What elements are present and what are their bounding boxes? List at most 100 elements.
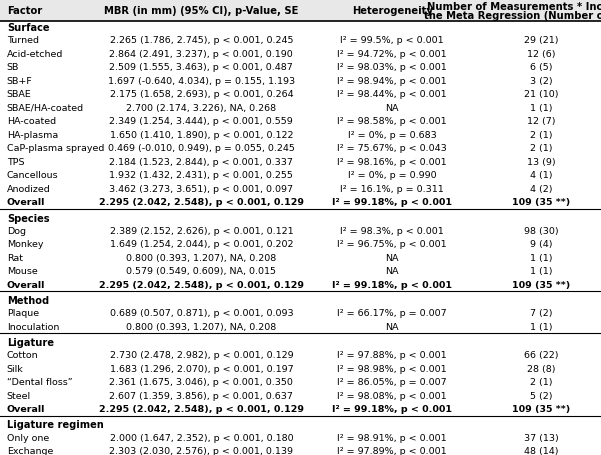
Text: 2.730 (2.478, 2.982), p < 0.001, 0.129: 2.730 (2.478, 2.982), p < 0.001, 0.129 bbox=[109, 350, 293, 359]
Text: Inoculation: Inoculation bbox=[7, 322, 59, 331]
Bar bbox=[0, 0, 601, 22]
Text: 2.184 (1.523, 2.844), p < 0.001, 0.337: 2.184 (1.523, 2.844), p < 0.001, 0.337 bbox=[109, 157, 293, 167]
Text: I² = 98.44%, p < 0.001: I² = 98.44%, p < 0.001 bbox=[337, 90, 447, 99]
Text: 21 (10): 21 (10) bbox=[523, 90, 558, 99]
Text: 2.700 (2.174, 3.226), NA, 0.268: 2.700 (2.174, 3.226), NA, 0.268 bbox=[126, 104, 276, 112]
Text: Factor: Factor bbox=[7, 6, 42, 16]
Text: 1.932 (1.432, 2.431), p < 0.001, 0.255: 1.932 (1.432, 2.431), p < 0.001, 0.255 bbox=[109, 171, 293, 180]
Text: 12 (7): 12 (7) bbox=[526, 117, 555, 126]
Text: 12 (6): 12 (6) bbox=[526, 50, 555, 59]
Text: 3.462 (3.273, 3.651), p < 0.001, 0.097: 3.462 (3.273, 3.651), p < 0.001, 0.097 bbox=[109, 184, 293, 193]
Text: Turned: Turned bbox=[7, 36, 39, 45]
Text: 29 (21): 29 (21) bbox=[523, 36, 558, 45]
Text: NA: NA bbox=[385, 322, 399, 331]
Text: Surface: Surface bbox=[7, 23, 49, 33]
Text: 9 (4): 9 (4) bbox=[529, 240, 552, 249]
Text: Species: Species bbox=[7, 213, 49, 223]
Text: 2.295 (2.042, 2.548), p < 0.001, 0.129: 2.295 (2.042, 2.548), p < 0.001, 0.129 bbox=[99, 404, 304, 413]
Text: MBR (in mm) (95% CI), p-Value, SE: MBR (in mm) (95% CI), p-Value, SE bbox=[104, 6, 299, 16]
Text: I² = 94.72%, p < 0.001: I² = 94.72%, p < 0.001 bbox=[337, 50, 447, 59]
Text: 2.389 (2.152, 2.626), p < 0.001, 0.121: 2.389 (2.152, 2.626), p < 0.001, 0.121 bbox=[109, 226, 293, 235]
Text: 0.579 (0.549, 0.609), NA, 0.015: 0.579 (0.549, 0.609), NA, 0.015 bbox=[126, 267, 276, 276]
Text: “Dental floss”: “Dental floss” bbox=[7, 377, 73, 386]
Text: 1.650 (1.410, 1.890), p < 0.001, 0.122: 1.650 (1.410, 1.890), p < 0.001, 0.122 bbox=[109, 131, 293, 139]
Text: I² = 99.18%, p < 0.001: I² = 99.18%, p < 0.001 bbox=[332, 198, 452, 207]
Text: HA-plasma: HA-plasma bbox=[7, 131, 58, 139]
Text: Dog: Dog bbox=[7, 226, 26, 235]
Text: Exchange: Exchange bbox=[7, 446, 53, 455]
Text: 0.689 (0.507, 0.871), p < 0.001, 0.093: 0.689 (0.507, 0.871), p < 0.001, 0.093 bbox=[109, 308, 293, 318]
Text: I² = 97.88%, p < 0.001: I² = 97.88%, p < 0.001 bbox=[337, 350, 447, 359]
Text: NA: NA bbox=[385, 253, 399, 262]
Text: 109 (35 **): 109 (35 **) bbox=[512, 198, 570, 207]
Text: 0.800 (0.393, 1.207), NA, 0.208: 0.800 (0.393, 1.207), NA, 0.208 bbox=[126, 253, 276, 262]
Text: CaP-plasma sprayed: CaP-plasma sprayed bbox=[7, 144, 104, 153]
Text: 7 (2): 7 (2) bbox=[529, 308, 552, 318]
Text: 2.175 (1.658, 2.693), p < 0.001, 0.264: 2.175 (1.658, 2.693), p < 0.001, 0.264 bbox=[109, 90, 293, 99]
Text: 98 (30): 98 (30) bbox=[523, 226, 558, 235]
Text: Heterogeneity: Heterogeneity bbox=[352, 6, 433, 16]
Text: 0.469 (-0.010, 0.949), p = 0.055, 0.245: 0.469 (-0.010, 0.949), p = 0.055, 0.245 bbox=[108, 144, 294, 153]
Text: I² = 98.08%, p < 0.001: I² = 98.08%, p < 0.001 bbox=[337, 391, 447, 400]
Text: Overall: Overall bbox=[7, 404, 45, 413]
Text: I² = 96.75%, p < 0.001: I² = 96.75%, p < 0.001 bbox=[337, 240, 447, 249]
Text: Rat: Rat bbox=[7, 253, 23, 262]
Text: Mouse: Mouse bbox=[7, 267, 37, 276]
Text: Acid-etched: Acid-etched bbox=[7, 50, 63, 59]
Text: 13 (9): 13 (9) bbox=[526, 157, 555, 167]
Text: NA: NA bbox=[385, 267, 399, 276]
Text: Overall: Overall bbox=[7, 280, 45, 289]
Text: 1.649 (1.254, 2.044), p < 0.001, 0.202: 1.649 (1.254, 2.044), p < 0.001, 0.202 bbox=[109, 240, 293, 249]
Text: 0.800 (0.393, 1.207), NA, 0.208: 0.800 (0.393, 1.207), NA, 0.208 bbox=[126, 322, 276, 331]
Text: 109 (35 **): 109 (35 **) bbox=[512, 280, 570, 289]
Text: 66 (22): 66 (22) bbox=[523, 350, 558, 359]
Text: 2.864 (2.491, 3.237), p < 0.001, 0.190: 2.864 (2.491, 3.237), p < 0.001, 0.190 bbox=[109, 50, 293, 59]
Text: 4 (1): 4 (1) bbox=[529, 171, 552, 180]
Text: Ligature regimen: Ligature regimen bbox=[7, 420, 103, 430]
Text: I² = 0%, p = 0.683: I² = 0%, p = 0.683 bbox=[348, 131, 436, 139]
Text: Only one: Only one bbox=[7, 433, 49, 442]
Text: I² = 86.05%, p = 0.007: I² = 86.05%, p = 0.007 bbox=[337, 377, 447, 386]
Text: I² = 16.1%, p = 0.311: I² = 16.1%, p = 0.311 bbox=[340, 184, 444, 193]
Text: Cotton: Cotton bbox=[7, 350, 38, 359]
Text: 2 (1): 2 (1) bbox=[529, 131, 552, 139]
Text: 2.361 (1.675, 3.046), p < 0.001, 0.350: 2.361 (1.675, 3.046), p < 0.001, 0.350 bbox=[109, 377, 293, 386]
Text: I² = 99.18%, p < 0.001: I² = 99.18%, p < 0.001 bbox=[332, 404, 452, 413]
Text: SBAE/HA-coated: SBAE/HA-coated bbox=[7, 104, 84, 112]
Text: I² = 97.89%, p < 0.001: I² = 97.89%, p < 0.001 bbox=[337, 446, 447, 455]
Text: 2 (1): 2 (1) bbox=[529, 377, 552, 386]
Text: 109 (35 **): 109 (35 **) bbox=[512, 404, 570, 413]
Text: I² = 0%, p = 0.990: I² = 0%, p = 0.990 bbox=[348, 171, 436, 180]
Text: I² = 98.3%, p < 0.001: I² = 98.3%, p < 0.001 bbox=[340, 226, 444, 235]
Text: Overall: Overall bbox=[7, 198, 45, 207]
Text: 1 (1): 1 (1) bbox=[529, 322, 552, 331]
Text: I² = 99.18%, p < 0.001: I² = 99.18%, p < 0.001 bbox=[332, 280, 452, 289]
Text: SB+F: SB+F bbox=[7, 76, 32, 86]
Text: Steel: Steel bbox=[7, 391, 31, 400]
Text: 2.509 (1.555, 3.463), p < 0.001, 0.487: 2.509 (1.555, 3.463), p < 0.001, 0.487 bbox=[109, 63, 293, 72]
Text: Ligature: Ligature bbox=[7, 337, 54, 347]
Text: I² = 98.94%, p < 0.001: I² = 98.94%, p < 0.001 bbox=[337, 76, 447, 86]
Text: I² = 98.03%, p < 0.001: I² = 98.03%, p < 0.001 bbox=[337, 63, 447, 72]
Text: 5 (2): 5 (2) bbox=[529, 391, 552, 400]
Text: 4 (2): 4 (2) bbox=[529, 184, 552, 193]
Text: I² = 98.58%, p < 0.001: I² = 98.58%, p < 0.001 bbox=[337, 117, 447, 126]
Text: SBAE: SBAE bbox=[7, 90, 32, 99]
Text: Anodized: Anodized bbox=[7, 184, 50, 193]
Text: SB: SB bbox=[7, 63, 19, 72]
Text: 48 (14): 48 (14) bbox=[523, 446, 558, 455]
Text: 3 (2): 3 (2) bbox=[529, 76, 552, 86]
Text: I² = 66.17%, p = 0.007: I² = 66.17%, p = 0.007 bbox=[337, 308, 447, 318]
Text: I² = 98.16%, p < 0.001: I² = 98.16%, p < 0.001 bbox=[337, 157, 447, 167]
Text: Cancellous: Cancellous bbox=[7, 171, 58, 180]
Text: 2.000 (1.647, 2.352), p < 0.001, 0.180: 2.000 (1.647, 2.352), p < 0.001, 0.180 bbox=[109, 433, 293, 442]
Text: 2.295 (2.042, 2.548), p < 0.001, 0.129: 2.295 (2.042, 2.548), p < 0.001, 0.129 bbox=[99, 280, 304, 289]
Text: I² = 98.91%, p < 0.001: I² = 98.91%, p < 0.001 bbox=[337, 433, 447, 442]
Text: I² = 99.5%, p < 0.001: I² = 99.5%, p < 0.001 bbox=[340, 36, 444, 45]
Text: Monkey: Monkey bbox=[7, 240, 43, 249]
Text: I² = 98.98%, p < 0.001: I² = 98.98%, p < 0.001 bbox=[337, 364, 447, 373]
Text: 2 (1): 2 (1) bbox=[529, 144, 552, 153]
Text: 2.303 (2.030, 2.576), p < 0.001, 0.139: 2.303 (2.030, 2.576), p < 0.001, 0.139 bbox=[109, 446, 293, 455]
Text: Number of Measurements * Included for: Number of Measurements * Included for bbox=[427, 2, 601, 12]
Text: 1 (1): 1 (1) bbox=[529, 267, 552, 276]
